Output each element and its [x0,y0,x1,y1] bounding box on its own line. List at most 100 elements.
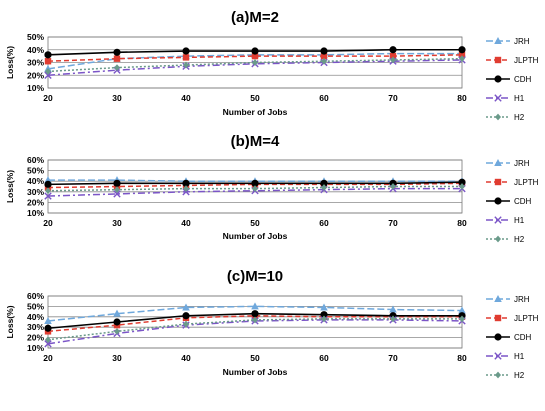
legend: JRH JLPTH CDH H1 H2 [486,37,539,122]
data-point-h2 [321,315,327,323]
chart-title: (b)M=4 [231,133,280,150]
data-point-h2 [45,187,51,195]
y-tick-label: 20% [27,333,44,343]
data-point-cdh [113,179,121,187]
y-tick-label: 50% [27,301,44,311]
legend-marker [494,75,502,83]
data-point-cdh [182,312,190,320]
y-tick-label: 40% [27,45,44,55]
legend-label: JLPTH [514,56,539,65]
x-tick-label: 50 [250,353,260,363]
data-point-h2 [390,183,396,190]
y-tick-label: 20% [27,70,44,80]
y-tick-label: 30% [27,322,44,332]
data-point-h1 [44,340,52,348]
legend-label: JRH [514,37,530,46]
legend-label: H1 [514,216,525,225]
data-point-jrh [182,303,190,311]
data-point-h2 [183,185,189,193]
data-point-jrh [251,302,259,310]
data-point-h2 [321,184,327,191]
x-tick-label: 70 [388,93,398,103]
x-tick-label: 70 [388,218,398,228]
data-point-jlpth [458,51,466,59]
data-point-jlpth [320,52,328,60]
data-point-h2 [114,186,120,194]
data-point-cdh [251,179,259,187]
data-point-cdh [251,47,259,55]
x-tick-label: 40 [181,93,191,103]
data-point-h2 [45,68,51,75]
x-tick-label: 20 [43,353,53,363]
x-tick-label: 80 [457,353,467,363]
legend-marker [494,295,502,302]
data-point-jrh [113,309,121,317]
data-point-cdh [320,179,328,187]
x-tick-label: 60 [319,93,329,103]
data-point-cdh [44,180,52,188]
legend-marker [494,216,502,224]
data-point-jlpth [44,58,52,65]
y-axis-label: Loss(%) [5,305,15,338]
x-axis-label: Number of Jobs [223,367,288,377]
chart-panel-3: (c)M=10 10%20%30%40%50%60% 20 30 40 50 60 70 80 N… [5,268,539,380]
y-tick-label: 50% [27,166,44,176]
legend-marker [495,113,501,121]
x-tick-label: 50 [250,218,260,228]
y-axis-label: Loss(%) [5,170,15,203]
legend-label: CDH [514,197,532,206]
y-tick-label: 40% [27,176,44,186]
x-tick-label: 70 [388,353,398,363]
data-point-cdh [44,324,52,332]
legend-label: CDH [514,75,532,84]
x-axis-label: Number of Jobs [223,231,288,241]
x-tick-label: 80 [457,93,467,103]
x-tick-label: 30 [112,218,122,228]
x-tick-label: 40 [181,218,191,228]
legend-label: H2 [514,235,525,244]
legend-label: H2 [514,371,525,380]
x-tick-label: 60 [319,353,329,363]
data-point-h2 [45,336,51,344]
x-tick-label: 60 [319,218,329,228]
data-point-jlpth [182,54,190,61]
data-point-cdh [182,47,190,55]
legend-label: H1 [514,352,525,361]
y-tick-label: 60% [27,155,44,165]
x-tick-label: 20 [43,93,53,103]
x-tick-label: 30 [112,353,122,363]
data-point-cdh [113,48,121,56]
y-tick-label: 60% [27,291,44,301]
data-point-jrh [389,305,397,313]
data-point-h2 [390,315,396,323]
legend-label: JRH [514,159,530,168]
x-tick-label: 30 [112,93,122,103]
legend-marker [494,333,502,341]
x-axis-label: Number of Jobs [223,107,288,117]
data-point-cdh [320,311,328,319]
data-point-h2 [183,61,189,69]
legend: JRH JLPTH CDH H1 H2 [486,159,539,244]
data-point-h2 [390,56,396,64]
legend: JRH JLPTH CDH H1 H2 [486,295,539,380]
data-point-cdh [182,179,190,187]
data-point-h2 [114,327,120,335]
legend-marker [494,178,502,186]
series-line-h1 [47,319,463,345]
data-point-jlpth [113,55,121,62]
legend-label: JRH [514,295,530,304]
legend-marker [494,94,502,102]
data-point-h2 [459,55,465,63]
data-point-cdh [251,310,259,318]
legend-marker [495,371,501,379]
data-point-cdh [458,178,466,186]
y-tick-label: 50% [27,32,44,42]
data-point-h2 [114,64,120,71]
y-tick-label: 40% [27,312,44,322]
data-point-jrh [458,306,466,314]
legend-label: JLPTH [514,178,539,187]
data-point-jrh [320,303,328,311]
data-point-h2 [252,316,258,324]
data-point-cdh [113,318,121,326]
legend-marker [494,37,502,44]
